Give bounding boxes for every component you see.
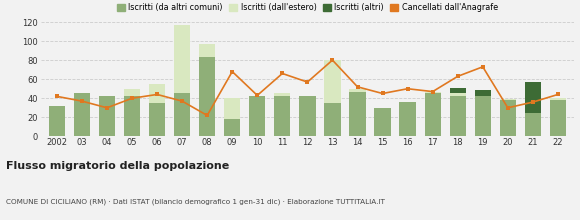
Bar [49,106,65,136]
Bar [525,113,541,136]
Bar [274,94,291,96]
Bar [450,96,466,136]
Bar [149,103,165,136]
Bar [124,96,140,136]
Bar [375,108,391,136]
Bar [425,93,441,136]
Bar [224,98,240,119]
Bar [425,92,441,93]
Bar [299,96,316,136]
Bar [474,90,491,96]
Bar [525,82,541,113]
Bar [349,89,365,92]
Legend: Iscritti (da altri comuni), Iscritti (dall'estero), Iscritti (altri), Cancellati: Iscritti (da altri comuni), Iscritti (da… [114,0,501,16]
Bar [324,103,340,136]
Bar [400,102,416,136]
Bar [500,99,516,100]
Text: COMUNE DI CICILIANO (RM) · Dati ISTAT (bilancio demografico 1 gen-31 dic) · Elab: COMUNE DI CICILIANO (RM) · Dati ISTAT (b… [6,198,385,205]
Bar [174,94,190,136]
Bar [199,44,215,57]
Bar [99,96,115,136]
Bar [224,119,240,136]
Bar [149,84,165,103]
Bar [349,92,365,136]
Bar [324,60,340,103]
Text: Flusso migratorio della popolazione: Flusso migratorio della popolazione [6,161,229,170]
Bar [450,94,466,96]
Bar [74,94,90,136]
Bar [124,89,140,96]
Bar [450,88,466,94]
Bar [550,98,566,100]
Bar [199,57,215,136]
Bar [550,100,566,136]
Bar [249,96,266,136]
Bar [174,25,190,94]
Bar [274,96,291,136]
Bar [500,100,516,136]
Bar [474,96,491,136]
